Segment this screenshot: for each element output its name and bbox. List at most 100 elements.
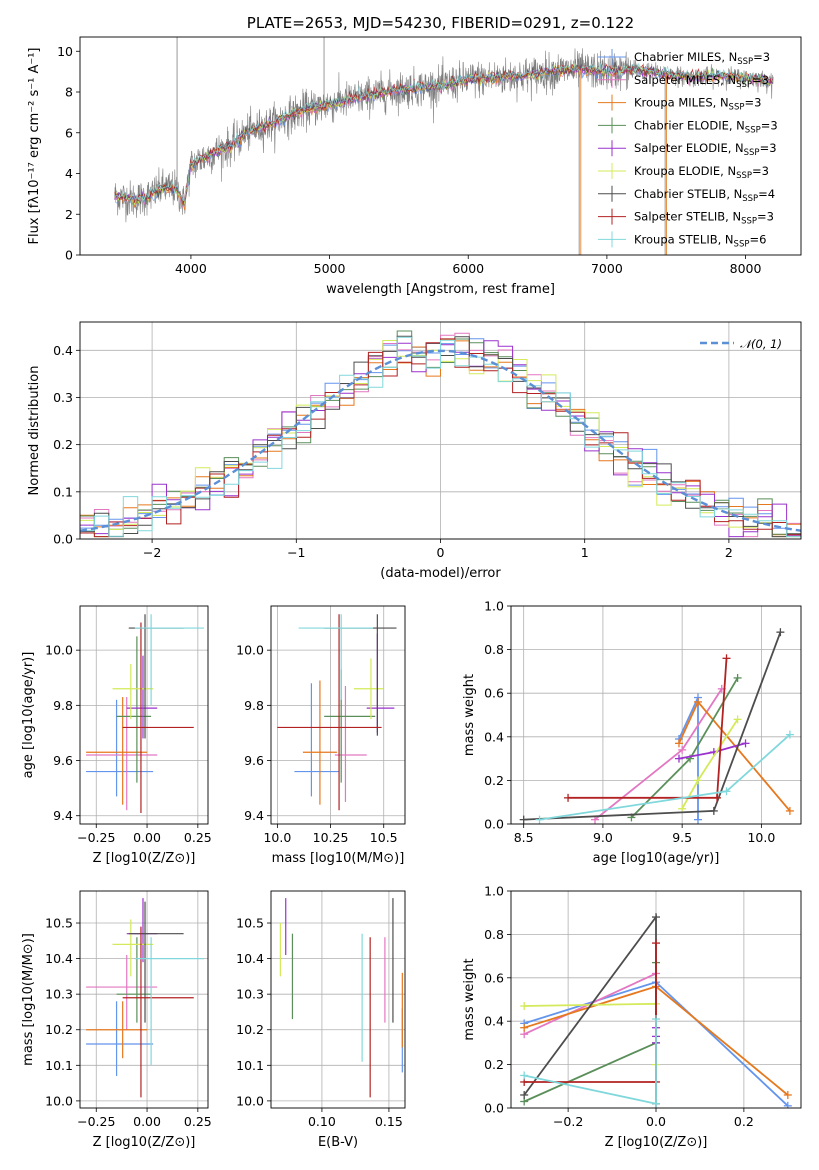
legend-label: Salpeter ELODIE, NSSP=3 (634, 141, 777, 158)
weight-series-line (523, 631, 782, 821)
x-tick-label: 8000 (730, 261, 762, 276)
axes-frame (270, 605, 406, 825)
legend-label-sub: SSP (736, 171, 752, 181)
y-tick-label: 9.8 (244, 698, 264, 713)
legend-label-sub: SSP (744, 148, 760, 158)
legend-label-tail: =3 (744, 96, 761, 110)
mass-vs-EBV-plot-area (279, 898, 403, 1098)
y-tick-label: 8 (65, 85, 73, 100)
y-tick-label: 9.8 (53, 698, 73, 713)
x-tick-label: 0.10 (308, 1114, 336, 1129)
axes-frame (270, 890, 406, 1109)
mass-weight-vs-age-panel: 8.5 9.0 9.5 10.0 0.0 0.2 0.4 0.6 0.8 1.0 age [log1… (462, 599, 802, 866)
legend-label-sub: SSP (729, 103, 745, 113)
y-axis-label: mass [log10(M/M⊙)] (21, 933, 36, 1066)
x-tick-label: 10.0 (263, 830, 291, 845)
y-tick-label: 0.4 (484, 1014, 504, 1029)
y-tick-label: 10.0 (45, 1093, 73, 1108)
y-tick-label: 0.4 (53, 343, 73, 358)
age-vs-mass-panel: 10.0 10.25 10.5 9.4 9.6 9.8 10.0 mass [log10(M/… (236, 605, 406, 866)
mass-vs-EBV-panel: 0.10 0.15 10.0 10.1 10.2 10.3 10.4 10.5 E(B-V) (236, 890, 406, 1150)
y-tick-label: 0.3 (53, 390, 73, 405)
mass-vs-Z-panel: −0.25 0.00 0.25 10.0 10.1 10.2 10.3 10.4 10.5 Z [… (21, 890, 212, 1150)
axes-frame (79, 321, 802, 540)
y-tick-label: 10.2 (45, 1022, 73, 1037)
y-tick-label: 10.3 (45, 987, 73, 1002)
y-tick-label: 6 (65, 125, 73, 140)
mass-vs-Z-plot-area (86, 898, 204, 1098)
y-axis-label: mass weight (462, 674, 477, 756)
y-tick-label: 0.6 (484, 686, 504, 701)
y-tick-label: 9.6 (53, 753, 73, 768)
y-tick-label: 10.5 (236, 916, 264, 931)
legend: Chabrier MILES, NSSP=3 Salpeter MILES, NS… (598, 49, 778, 249)
x-axis-label: Z [log10(Z/Z⊙)] (93, 1135, 196, 1150)
x-tick-label: −2 (143, 545, 161, 560)
legend-label-tail: =3 (761, 118, 778, 132)
axes-frame (510, 890, 802, 1109)
y-tick-label: 10.0 (45, 643, 73, 658)
x-tick-label: 5000 (314, 261, 346, 276)
x-tick-label: −0.25 (77, 1114, 115, 1129)
legend-label: 𝒩(0, 1) (740, 337, 782, 351)
legend-label-tail: =3 (753, 50, 770, 64)
x-axis-label: age [log10(age/yr)] (593, 851, 720, 866)
x-tick-label: −0.25 (77, 830, 115, 845)
x-tick-label: 0.0 (646, 1114, 666, 1129)
y-tick-label: 0.6 (484, 970, 504, 985)
spectrum-panel: 4000 5000 6000 7000 8000 0 2 4 6 8 10 PLATE=2653, M… (27, 14, 802, 297)
y-tick-label: 1.0 (484, 884, 504, 899)
residuals-plot-area (80, 330, 801, 538)
x-tick-label: 9.5 (672, 830, 692, 845)
x-tick-label: 10.25 (313, 830, 349, 845)
x-axis-label: mass [log10(M/M⊙)] (272, 851, 405, 866)
x-tick-label: 0 (437, 545, 445, 560)
legend-label-main: Salpeter STELIB, N (634, 210, 741, 224)
axes-frame (510, 605, 802, 825)
x-tick-label: 8.5 (514, 830, 534, 845)
x-tick-label: −1 (287, 545, 305, 560)
y-tick-label: 0.2 (484, 773, 504, 788)
legend-label-sub: SSP (737, 57, 753, 67)
y-axis-label: age [log10(age/yr)] (21, 652, 36, 779)
y-tick-label: 0.0 (484, 1101, 504, 1116)
spectrum-plot-area (114, 37, 774, 255)
axes-frame (79, 605, 209, 825)
residuals-panel: −2 −1 0 1 2 0.0 0.1 0.2 0.3 0.4 (data-model)/error… (27, 321, 802, 581)
x-axis-label: E(B-V) (318, 1135, 358, 1150)
x-tick-label: 0.15 (375, 1114, 403, 1129)
legend-label-main: Chabrier ELODIE, N (634, 118, 745, 132)
x-tick-label: 0.00 (133, 830, 161, 845)
mass-weight-vs-Z-plot-area (520, 913, 792, 1108)
weight-series-line (681, 718, 739, 810)
legend-label: Salpeter MILES, NSSP=3 (634, 73, 769, 90)
x-tick-label: 2 (725, 545, 733, 560)
y-tick-label: 0.2 (53, 437, 73, 452)
weight-series-line (524, 1019, 657, 1105)
x-tick-label: 10.5 (370, 830, 398, 845)
y-tick-label: 0.4 (484, 729, 504, 744)
y-tick-label: 0.8 (484, 927, 504, 942)
legend-label-sub: SSP (742, 194, 758, 204)
x-axis-label: Z [log10(Z/Z⊙)] (93, 851, 196, 866)
y-axis-label: Flux [fλ10⁻¹⁷ erg cm⁻² s⁻¹ A⁻¹] (27, 48, 42, 245)
x-tick-label: 0.00 (133, 1114, 161, 1129)
x-tick-label: 4000 (175, 261, 207, 276)
y-tick-label: 10.2 (236, 1022, 264, 1037)
x-axis-label: Z [log10(Z/Z⊙)] (605, 1135, 708, 1150)
legend-label-main: Kroupa STELIB, N (634, 232, 734, 246)
legend-label: Chabrier STELIB, NSSP=4 (634, 187, 775, 204)
y-tick-label: 10.1 (236, 1058, 264, 1073)
y-tick-label: 0.1 (53, 484, 73, 499)
y-tick-label: 2 (65, 207, 73, 222)
legend-label: Salpeter STELIB, NSSP=3 (634, 210, 774, 227)
legend-label: Chabrier MILES, NSSP=3 (634, 50, 770, 67)
legend-label: Chabrier ELODIE, NSSP=3 (634, 118, 778, 135)
x-tick-label: 0.25 (184, 830, 212, 845)
y-tick-label: 0 (65, 248, 73, 263)
weight-series-line (524, 943, 657, 1083)
axes-frame (79, 890, 209, 1109)
x-tick-label: 9.0 (593, 830, 613, 845)
x-axis-label: wavelength [Angstrom, rest frame] (326, 282, 555, 297)
